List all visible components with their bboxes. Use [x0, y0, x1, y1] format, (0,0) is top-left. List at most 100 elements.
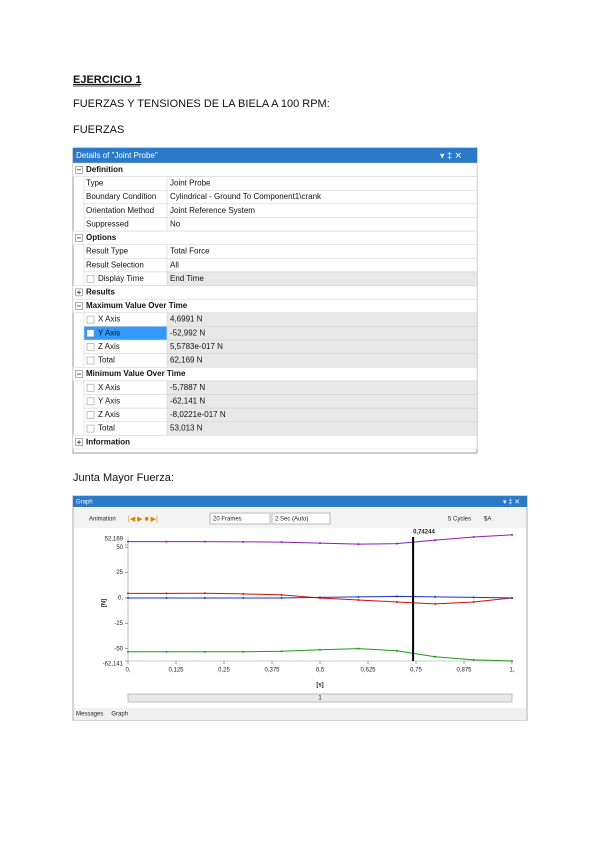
group-row [72, 230, 478, 245]
group-row [72, 285, 478, 300]
series-point [127, 650, 129, 653]
series-point [242, 540, 245, 543]
series-point [280, 650, 283, 653]
checkbox[interactable] [86, 383, 95, 392]
subheading: FUERZAS Y TENSIONES DE LA BIELA A 100 RP… [73, 98, 330, 110]
section: FUERZAS [73, 124, 124, 136]
row-label: X Axis [98, 315, 120, 324]
row-label: Boundary Condition [86, 192, 156, 201]
series-point [203, 596, 206, 599]
series-point [395, 649, 398, 652]
caption: Junta Mayor Fuerza: [73, 472, 174, 484]
series-point [203, 650, 206, 653]
row-value: 4,6991 N [170, 315, 203, 324]
label-cell [83, 339, 168, 354]
slider-label: 1 [318, 696, 322, 702]
checkbox[interactable] [86, 274, 95, 283]
heading: EJERCICIO 1 [73, 74, 141, 86]
checkbox[interactable] [86, 329, 95, 338]
y-tick-label: -50 [114, 646, 123, 652]
label-cell [83, 407, 168, 423]
group-row [72, 435, 478, 450]
x-tick-label: 0,25 [218, 668, 230, 674]
row-label: Result Type [86, 247, 129, 256]
series-point [165, 592, 168, 595]
value-cell [166, 244, 478, 259]
row-value: 53,013 N [170, 424, 203, 433]
x-tick-label: 0,875 [456, 668, 472, 674]
series-point [472, 600, 475, 603]
checkbox[interactable] [86, 411, 95, 419]
series-point [203, 592, 206, 595]
group-label: Minimum Value Over Time [86, 369, 186, 378]
graph-title: Graph [76, 500, 93, 506]
row-value: -52,992 N [170, 328, 205, 337]
tab[interactable]: Graph [111, 712, 128, 718]
series-point [434, 655, 437, 658]
x-tick-label: 1, [509, 668, 514, 674]
y-axis-label: [N] [102, 599, 108, 607]
checkbox[interactable] [86, 315, 95, 324]
value-cell [166, 258, 478, 273]
series-point [357, 595, 360, 598]
value-cell [166, 421, 478, 436]
frames: 20 Frames [213, 517, 242, 523]
x-tick-label: 0,625 [360, 668, 376, 674]
row-label: X Axis [98, 383, 120, 392]
row-label: Z Axis [98, 342, 120, 351]
series-point [472, 658, 475, 661]
series-point [395, 600, 398, 603]
checkbox[interactable] [86, 356, 95, 365]
graph-title-bar [73, 496, 527, 507]
row-label: Y Axis [98, 396, 120, 405]
checkbox[interactable] [86, 343, 95, 351]
series-point [434, 595, 437, 598]
details-title: Details of "Joint Probe" [76, 151, 158, 160]
label-cell [83, 380, 168, 395]
series-point [127, 596, 129, 599]
series-point [511, 659, 513, 662]
cycles: 5 Cycles [448, 517, 471, 523]
group-label: Maximum Value Over Time [86, 301, 188, 310]
group-label: Definition [86, 165, 123, 174]
series-point [280, 593, 283, 596]
series-point [511, 533, 513, 536]
playback-icons[interactable]: |◀ ▶ ■ ▶| [128, 516, 158, 523]
slider[interactable] [127, 693, 513, 703]
y-tick-label: 25 [116, 570, 123, 576]
series-point [319, 542, 321, 545]
checkbox[interactable] [86, 397, 95, 406]
group-label: Information [86, 437, 130, 446]
duration-select[interactable] [271, 512, 331, 525]
series-point [165, 540, 168, 543]
playback-buttons[interactable] [128, 514, 186, 524]
units: $A [484, 517, 491, 523]
tab-bar [74, 708, 526, 720]
row-label: Y Axis [98, 328, 120, 337]
row-value: Joint Probe [170, 179, 211, 188]
y-tick-label: 52,169 [105, 537, 124, 543]
row-label: Orientation Method [86, 206, 154, 215]
frames-select[interactable] [209, 512, 271, 525]
checkbox[interactable] [86, 424, 95, 433]
series-point [242, 592, 245, 595]
tab[interactable]: Messages [76, 712, 103, 718]
row-value: Cylindrical - Ground To Component1\crank [170, 192, 322, 201]
series-point [319, 596, 321, 599]
row-label: Result Selection [86, 260, 144, 269]
series-point [434, 602, 437, 605]
row-value: Joint Reference System [170, 206, 255, 215]
label-cell [83, 394, 168, 409]
value-cell [166, 394, 478, 409]
cursor-label: 0,74244 [413, 530, 435, 536]
x-tick-label: 0,375 [264, 668, 280, 674]
panel-icons[interactable]: ▾ ‡ ✕ [440, 150, 462, 160]
value-cell [166, 353, 478, 368]
value-cell [166, 326, 478, 341]
panel-icons[interactable]: ▾ ‡ ✕ [503, 499, 520, 506]
row-value: End Time [170, 274, 204, 283]
row-label: Total [98, 424, 115, 433]
series-point [434, 539, 437, 542]
x-tick-label: 0,5 [316, 668, 325, 674]
